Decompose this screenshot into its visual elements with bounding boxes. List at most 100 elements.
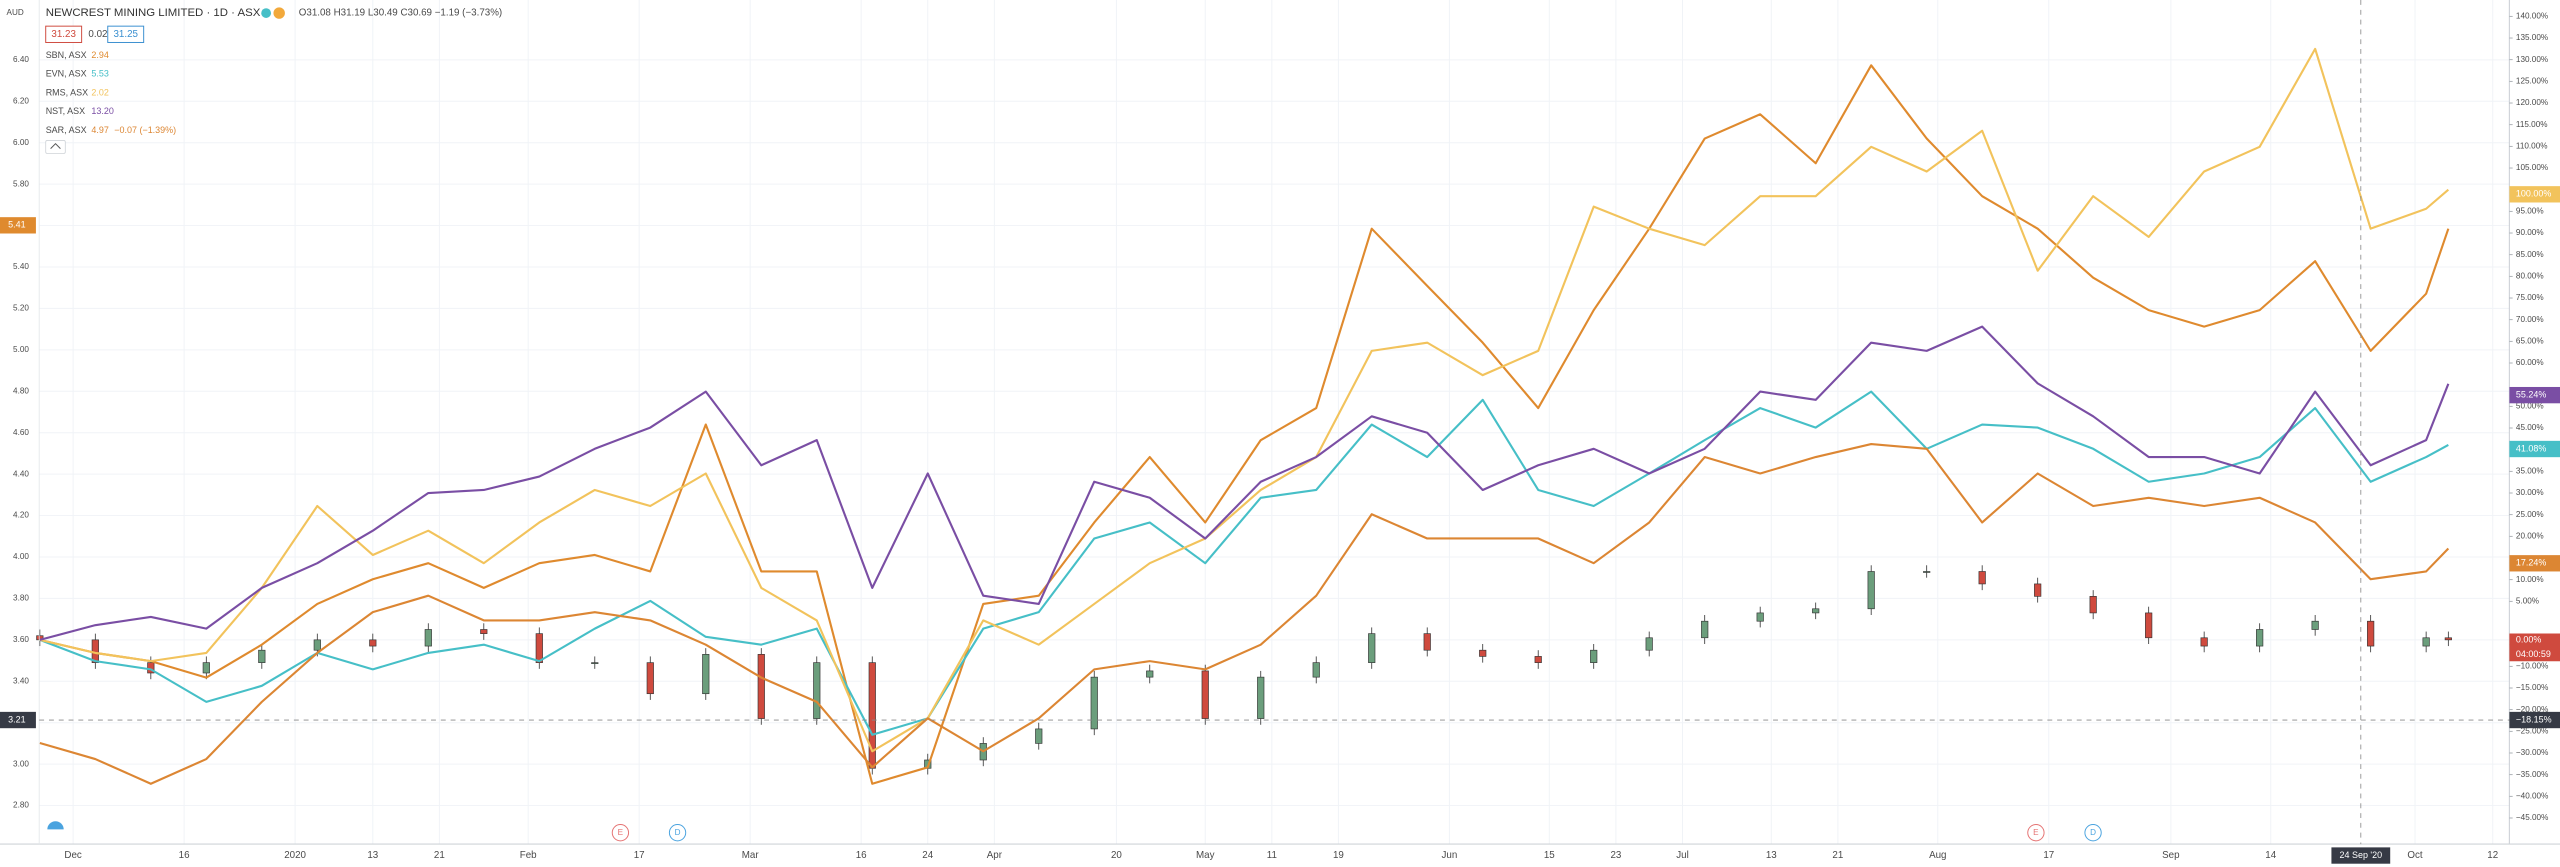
candle-body (1479, 649, 1487, 657)
event-earnings[interactable] (2027, 824, 2045, 842)
candle-body (1645, 637, 1653, 651)
collapse-button[interactable] (45, 140, 66, 154)
x-tick-label: 24 (922, 850, 933, 861)
x-tick-label: 17 (634, 850, 645, 861)
candle-body (1701, 620, 1709, 639)
x-tick-label: 11 (1267, 850, 1277, 861)
candle-body (1201, 670, 1209, 719)
legend-name: SAR, ASX (46, 125, 87, 135)
x-tick-label: 16 (856, 850, 867, 861)
legend-name: NST, ASX (46, 106, 85, 116)
candle-body (868, 662, 876, 769)
y2-tick-label: 35.00% (2516, 466, 2544, 475)
y2-tick-label: −40.00% (2516, 791, 2548, 800)
x-tick-label: 17 (2043, 850, 2054, 861)
candle-body (1590, 649, 1598, 663)
x-tick-label: 16 (179, 850, 190, 861)
y2-tick-label: −25.00% (2516, 726, 2548, 735)
sell-box[interactable] (45, 25, 83, 43)
right-label: 41.08% (2516, 443, 2546, 453)
y2-tick-label: 140.00% (2516, 12, 2548, 21)
y2-tick-label: 25.00% (2516, 510, 2544, 519)
x-tick-label: Jul (1676, 850, 1689, 861)
x-tick-label: Feb (520, 850, 537, 861)
left-label: 3.21 (8, 714, 25, 724)
y2-tick-label: 5.00% (2516, 596, 2539, 605)
event-label: E (2033, 828, 2039, 837)
y-tick-label: 3.00 (13, 759, 29, 768)
right-label: 0.00% (2516, 634, 2541, 644)
y2-tick-label: −45.00% (2516, 813, 2548, 822)
right-label: 55.24% (2516, 390, 2546, 400)
candle-body (2367, 620, 2375, 647)
legend-name: SBN, ASX (46, 50, 87, 60)
legend-name: EVN, ASX (46, 69, 87, 79)
y-tick-label: 2.80 (13, 801, 29, 810)
left-label-box (0, 217, 36, 234)
sell-price: 31.23 (51, 29, 76, 40)
x-tick-label: 23 (1610, 850, 1621, 861)
currency: AUD (7, 8, 24, 17)
candle-body (591, 662, 599, 664)
right-label-box (2509, 555, 2560, 572)
event-label: D (675, 828, 681, 837)
x-tick-label: 21 (1832, 850, 1843, 861)
buy-box[interactable] (107, 25, 145, 43)
plot (36, 47, 2452, 785)
candle-body (424, 629, 432, 647)
y-tick-label: 6.40 (13, 55, 29, 64)
x-tick-label: Apr (987, 850, 1003, 861)
y2-tick-label: −35.00% (2516, 770, 2548, 779)
y-tick-label: 5.00 (13, 345, 29, 354)
y-tick-label: 4.60 (13, 428, 29, 437)
x-tick-label: Oct (2407, 850, 2422, 861)
logo-icon[interactable] (47, 821, 64, 830)
crosshair-date-box (2331, 847, 2391, 864)
candle-body (2444, 637, 2452, 641)
candle-body (813, 662, 821, 719)
y2-tick-label: 85.00% (2516, 250, 2544, 259)
spread: 0.02 (88, 29, 107, 40)
legend-value: 13.20 (91, 106, 113, 116)
x-tick-label: May (1196, 850, 1215, 861)
y-tick-label: 5.20 (13, 304, 29, 313)
candle-body (1867, 571, 1875, 610)
delay-icon[interactable] (273, 7, 285, 19)
y-tick-label: 3.40 (13, 676, 29, 685)
y2-tick-label: 90.00% (2516, 228, 2544, 237)
y-tick-label: 5.40 (13, 262, 29, 271)
status-dot[interactable] (261, 8, 272, 18)
right-label-box (2509, 186, 2560, 203)
candle-body (202, 662, 210, 674)
x-tick-label: 21 (434, 850, 445, 861)
candle-body (369, 639, 377, 647)
candle-body (1756, 612, 1764, 622)
candle-body (1368, 633, 1376, 663)
event-earnings[interactable] (611, 824, 630, 842)
y2-tick-label: −30.00% (2516, 748, 2548, 757)
y2-tick-label: −10.00% (2516, 661, 2548, 670)
event-dividend[interactable] (2084, 824, 2102, 842)
x-tick-label: Aug (1929, 850, 1946, 861)
event-label: D (2090, 828, 2096, 837)
y2-tick-label: 105.00% (2516, 163, 2548, 172)
crosshair-date: 24 Sep '20 (2340, 850, 2383, 860)
event-dividend[interactable] (668, 824, 687, 842)
candle-body (757, 654, 765, 719)
y2-tick-label: 10.00% (2516, 575, 2544, 584)
x-tick-label: Sep (2162, 850, 2180, 861)
candle-body (1090, 676, 1098, 730)
legend-value: 4.97 (91, 125, 108, 135)
candle-body (2089, 596, 2097, 614)
y-tick-label: 6.00 (13, 138, 29, 147)
event-label: E (618, 828, 624, 837)
y2-tick-label: 110.00% (2516, 142, 2548, 151)
candle-body (1923, 571, 1931, 573)
buy-price: 31.25 (113, 29, 138, 40)
y2-tick-label: 60.00% (2516, 358, 2544, 367)
series-line (39, 390, 2449, 736)
axes: Dec 16 2020 13 21 Feb 17 Mar 16 24 Apr 20 May 11 19 Jun… (13, 12, 2548, 862)
